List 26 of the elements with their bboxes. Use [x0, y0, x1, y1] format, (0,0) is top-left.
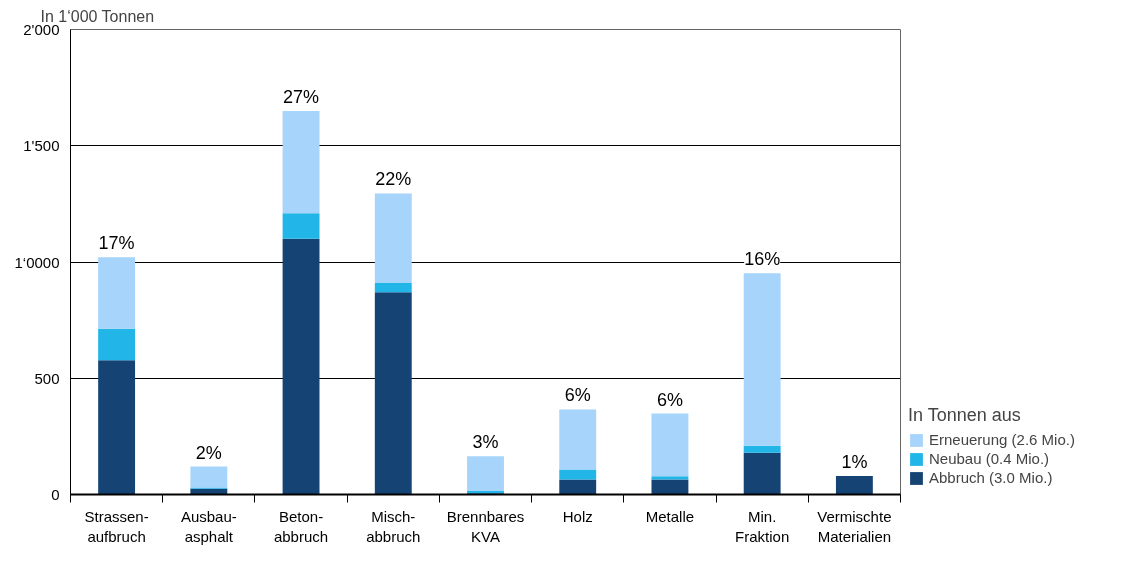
annotation: 6%	[656, 389, 683, 410]
legend-label: Abbruch (3.0 Mio.)	[929, 469, 1053, 486]
legend-label: Neubau (0.4 Mio.)	[929, 450, 1050, 467]
annotation: 22%	[375, 169, 412, 190]
annotation: 6%	[564, 385, 591, 406]
x-tick-label: Metalle	[645, 507, 695, 525]
annotation: 27%	[283, 86, 320, 107]
y-tick-label: 1‘0000	[14, 253, 60, 271]
x-tick-label: Ausbau- asphalt	[180, 507, 237, 545]
x-tick-label: Strassen- aufbruch	[84, 507, 149, 545]
x-tick-label: Misch- abbruch	[366, 507, 421, 545]
annotation: 17%	[98, 233, 135, 254]
y-tick-label: 0	[51, 486, 60, 503]
y-tick-label: 500	[34, 369, 60, 387]
y-tick-label: 1'500	[23, 137, 60, 155]
x-tick-label: Brennbares KVA	[446, 507, 525, 545]
annotation: 1%	[841, 451, 868, 472]
legend-title: In Tonnen aus	[908, 405, 1022, 426]
x-tick-label: Holz	[562, 507, 593, 525]
annotation: 3%	[472, 432, 499, 453]
x-tick-label: Min. Fraktion	[735, 507, 790, 545]
x-tick-label: Beton- abbruch	[273, 507, 329, 545]
annotation: 2%	[195, 442, 222, 463]
x-tick-label: Vermischte Materialien	[817, 507, 892, 545]
legend-label: Erneuerung (2.6 Mio.)	[929, 431, 1075, 448]
annotation: 16%	[744, 249, 781, 270]
